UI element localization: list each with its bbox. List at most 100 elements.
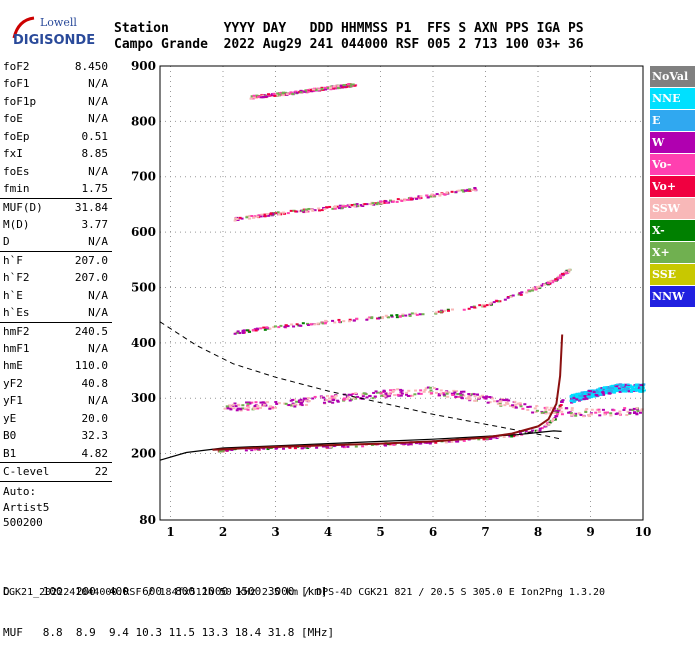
echo-point [626,410,630,413]
echo-point [268,405,272,408]
echo-point [437,310,441,313]
y-tick-label: 300 [131,391,156,405]
echo-point [244,449,248,452]
echo-point [250,215,254,218]
echo-point [634,384,638,387]
echo-point [446,395,450,398]
echo-point [597,410,601,413]
file-info-footer: CGK21_2022241044000.RSF / 184fx512h 50 k… [3,587,606,598]
echo-point [385,201,389,204]
echo-point [601,390,605,393]
echo-point [384,200,388,203]
echo-point [342,398,346,401]
param-row: hmF1 N/A [0,340,112,357]
param-row: M(D) 3.77 [0,216,112,233]
echo-point [606,387,610,390]
echo-point [342,397,346,400]
echo-point [292,325,296,328]
echo-point [379,200,383,203]
trace-fit-curve [212,334,564,451]
echo-point [306,322,310,325]
echo-point [621,383,625,386]
echo-point [584,396,588,399]
echo-point [256,404,260,407]
echo-point [422,390,426,393]
param-row: C-level 22 [0,462,112,480]
echo-point [274,400,278,403]
echo-point [584,410,588,413]
echo-point [347,396,351,399]
echo-point [595,408,599,411]
echo-point [229,408,233,411]
echo-point [292,398,296,401]
echo-point [265,95,269,98]
param-value: 32.3 [81,429,109,443]
param-value: 207.0 [74,271,108,285]
echo-point [612,409,616,412]
echo-point [610,387,614,390]
param-name: foE [3,112,23,126]
echo-point [478,395,482,398]
echo-point [438,194,442,197]
echo-point [304,209,308,212]
echo-point [550,419,554,422]
echo-point [391,391,395,394]
echo-point [592,391,596,394]
echo-point [544,424,548,427]
echo-point [410,312,414,315]
echo-point [612,391,616,394]
echo-point [635,412,639,415]
legend-item: E [650,109,695,132]
echo-point [451,308,455,311]
echo-point [374,390,378,393]
legend-item: X+ [650,241,695,264]
echo-point [581,391,585,394]
header-row-values: Campo Grande 2022 Aug29 241 044000 RSF 0… [114,37,584,52]
echo-point [451,393,455,396]
echo-point [538,286,542,289]
echo-point [520,291,524,294]
echo-point [456,393,460,396]
echo-point [544,408,548,411]
echo-point [364,393,368,396]
echo-point [538,427,542,430]
echo-point [521,407,525,410]
param-row: foF1 N/A [0,75,112,92]
echo-point [335,205,339,208]
echo-point [518,402,522,405]
echo-point [640,389,644,392]
param-row: MUF(D) 31.84 [0,197,112,216]
param-name: fmin [3,182,30,196]
echo-point [470,306,474,309]
echo-point [289,209,293,212]
param-name: h`F2 [3,271,30,285]
legend-item: NoVal [650,66,695,88]
echo-point [462,390,466,393]
echo-point [349,85,353,88]
echo-point [325,399,329,402]
echo-point [569,399,573,402]
echo-point [597,408,601,411]
echo-point [269,212,273,215]
echo-point [229,405,233,408]
echo-point [603,411,607,414]
echo-point [434,441,438,444]
echo-point [409,198,413,201]
echo-point [639,384,643,387]
echo-point [318,209,322,212]
param-row: fmin 1.75 [0,180,112,197]
param-row: h`Es N/A [0,304,112,321]
echo-point [272,326,276,329]
echo-point [428,386,432,389]
echo-point [561,275,565,278]
echo-point [277,326,281,329]
echo-point [430,193,434,196]
echo-point [584,391,588,394]
echo-point [594,411,598,414]
legend-item: SSE [650,263,695,286]
echo-point [321,88,325,91]
y-tick-label: 600 [131,225,156,239]
echo-point [381,315,385,318]
param-row: h`F 207.0 [0,250,112,269]
echo-point [233,219,237,222]
